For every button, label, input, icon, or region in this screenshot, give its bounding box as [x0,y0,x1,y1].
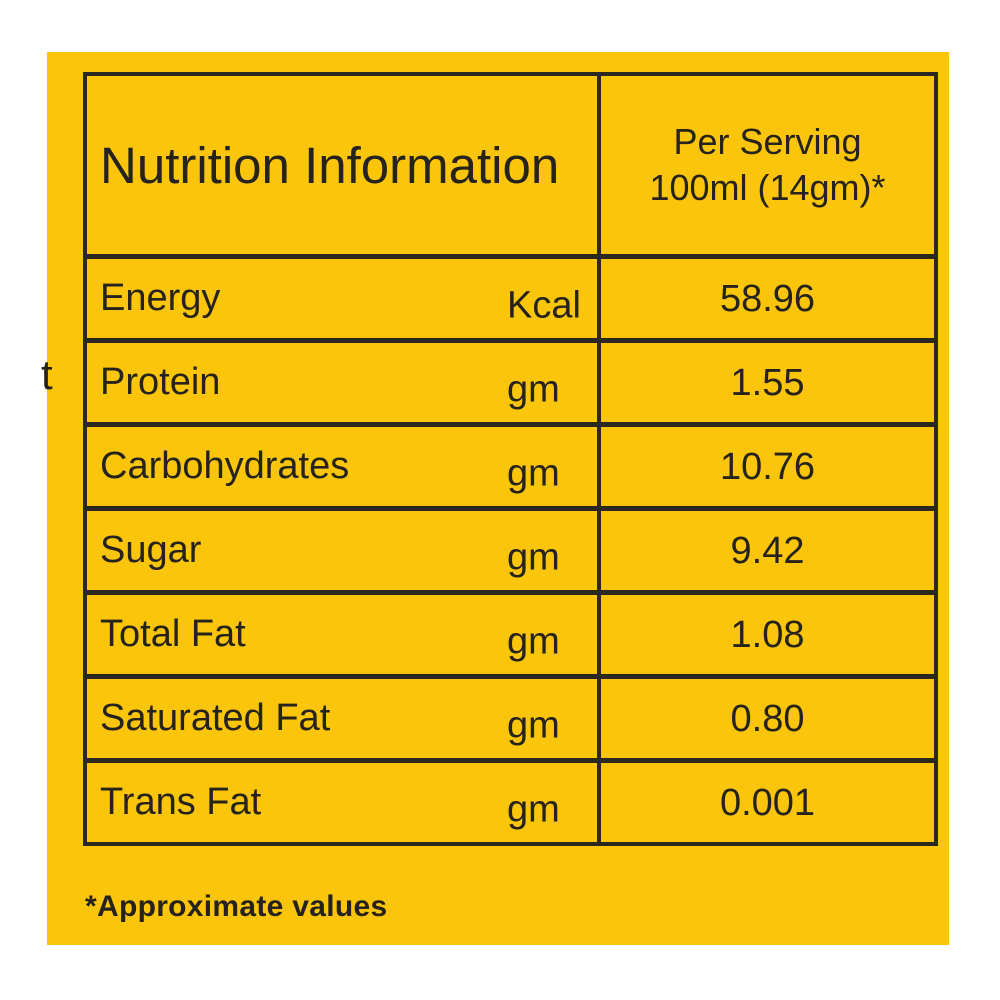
nutrient-label: Energy [100,277,221,319]
nutrient-label: Protein [100,361,221,403]
nutrient-value: 0.001 [719,782,816,824]
nutrition-label-panel: t Nutrition Information Per Serving 100m… [41,52,949,945]
serving-header-line1: Per Serving [673,120,862,162]
clipped-text-fragment: t [41,351,53,398]
nutrient-value: 10.76 [719,446,816,488]
table-row-total-fat: Total Fat gm 1.08 [87,590,934,674]
unit-label: gm [507,619,560,662]
nutrition-table: Nutrition Information Per Serving 100ml … [83,72,938,846]
nutrient-label: Total Fat [100,613,246,655]
unit-label: gm [507,787,560,830]
nutrient-value: 1.55 [730,362,805,404]
approximate-values-footnote: *Approximate values [85,890,388,923]
nutrient-value: 1.08 [730,614,805,656]
nutrient-label: Sugar [100,529,202,571]
nutrient-label: Saturated Fat [100,697,331,739]
nutrient-value: 9.42 [730,530,805,572]
nutrition-information-title: Nutrition Information [100,136,560,194]
table-header-row: Nutrition Information Per Serving 100ml … [87,76,934,254]
unit-label: gm [507,451,560,494]
nutrient-label: Trans Fat [100,781,262,823]
table-row-protein: Protein gm 1.55 [87,338,934,422]
table-row-energy: Energy Kcal 58.96 [87,254,934,338]
serving-header-line2: 100ml (14gm)* [649,167,886,208]
table-row-sugar: Sugar gm 9.42 [87,506,934,590]
table-row-trans-fat: Trans Fat gm 0.001 [87,758,934,842]
unit-label: gm [507,703,560,746]
serving-header-cell: Per Serving 100ml (14gm)* [601,76,934,254]
nutrient-value: 58.96 [719,278,816,320]
unit-label: gm [507,367,560,410]
unit-label: Kcal [507,283,581,326]
nutrient-value: 0.80 [730,698,805,740]
table-row-saturated-fat: Saturated Fat gm 0.80 [87,674,934,758]
nutrient-label: Carbohydrates [100,445,350,487]
table-row-carbohydrates: Carbohydrates gm 10.76 [87,422,934,506]
unit-label: gm [507,535,560,578]
nutrition-header-cell: Nutrition Information [87,76,601,254]
